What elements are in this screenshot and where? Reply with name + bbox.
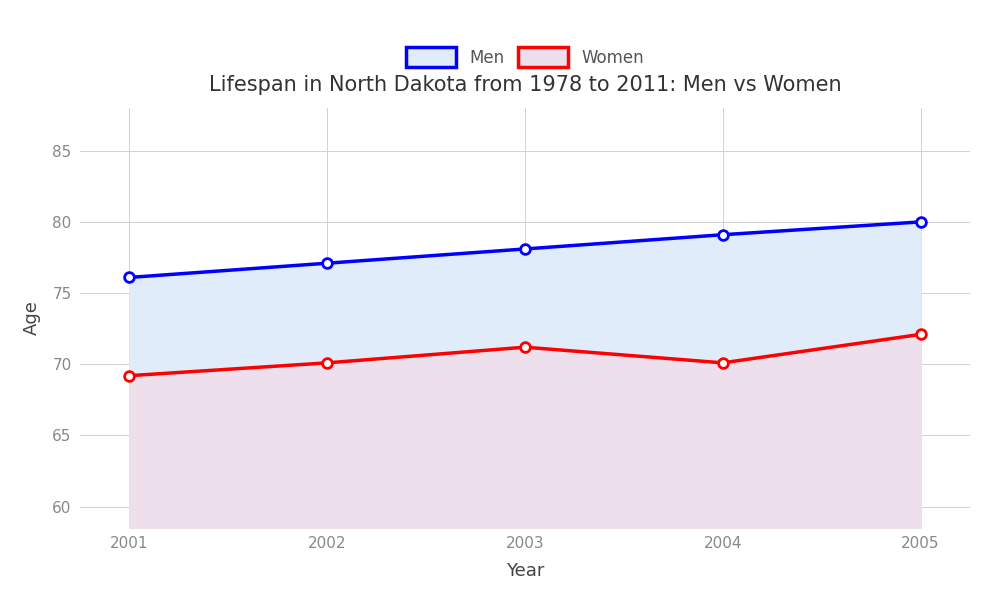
Title: Lifespan in North Dakota from 1978 to 2011: Men vs Women: Lifespan in North Dakota from 1978 to 20… — [209, 76, 841, 95]
X-axis label: Year: Year — [506, 562, 544, 580]
Legend: Men, Women: Men, Women — [399, 41, 651, 73]
Y-axis label: Age: Age — [23, 301, 41, 335]
